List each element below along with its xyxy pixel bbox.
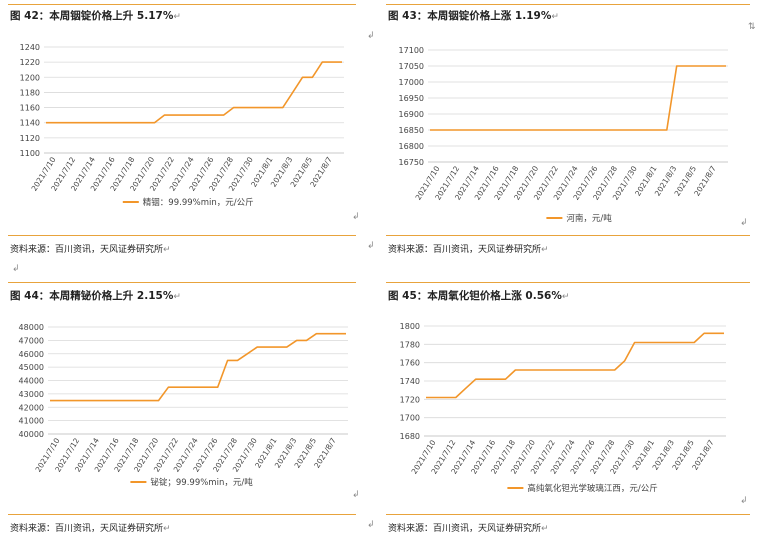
- fig45-source-text: 资料来源：百川资讯，天风证券研究所: [388, 524, 542, 534]
- fig42-source-text: 资料来源：百川资讯，天风证券研究所: [10, 245, 164, 255]
- y-tick-label: 48000: [19, 323, 44, 332]
- fig45-title-text: 图 45：本周氧化钽价格上涨 0.56%: [388, 290, 562, 302]
- y-tick-label: 16950: [399, 94, 424, 103]
- y-tick-label: 1700: [400, 414, 420, 423]
- fig45-title-return: ↵: [561, 292, 570, 302]
- y-tick-label: 1140: [20, 119, 40, 128]
- fig43-bottom-rule: [386, 235, 750, 236]
- fig45-source: 资料来源：百川资讯，天风证券研究所↵: [388, 521, 549, 534]
- fig42-chart: 1100 1120 1140 1160 1180 1200 1220 1240 2021/7/1…: [8, 22, 358, 227]
- fig45-side-newline-mark: ↲: [367, 520, 375, 530]
- fig43-side-newline-mark: ↲: [367, 31, 375, 41]
- fig43-source-text: 资料来源：百川资讯，天风证券研究所: [388, 245, 542, 255]
- fig42-source-return: ↵: [163, 245, 171, 255]
- fig42-title-text: 图 42：本周铟锭价格上升 5.17%: [10, 10, 174, 22]
- legend-label: 河南，元/吨: [566, 213, 612, 224]
- y-tick-label: 1160: [20, 104, 40, 113]
- y-tick-label: 1120: [20, 134, 40, 143]
- fig44-title-return: ↵: [173, 292, 181, 302]
- y-tick-label: 17050: [399, 62, 424, 71]
- y-tick-label: 47000: [19, 336, 44, 345]
- fig45-source-return: ↵: [541, 524, 549, 534]
- legend-label: 精铟：99.99%min，元/公斤: [143, 197, 254, 208]
- y-tick-label: 17000: [399, 78, 424, 87]
- legend-label: 铋锭；99.99%min，元/吨: [150, 477, 253, 488]
- fig43-title: 图 43：本周铟锭价格上涨 1.19%↵: [388, 8, 559, 23]
- fig44-chart-svg: 40000 41000 42000 43000 44000 45000 46000 47000…: [19, 323, 348, 488]
- y-tick-label: 16800: [399, 142, 424, 151]
- y-tick-label: 42000: [19, 403, 44, 412]
- series-line: [50, 332, 346, 402]
- fig43-title-text: 图 43：本周铟锭价格上涨 1.19%: [388, 10, 552, 22]
- fig42-newline-mark: ↲: [352, 212, 360, 222]
- fig43-chart-svg: 16750 16800 16850 16900 16950 17000 17050 17100…: [399, 46, 728, 224]
- fig44-title-text: 图 44：本周精铋价格上升 2.15%: [10, 290, 174, 302]
- fig44-chart: 40000 41000 42000 43000 44000 45000 46000 47000…: [8, 304, 358, 499]
- y-tick-label: 1780: [400, 340, 420, 349]
- y-tick-label: 44000: [19, 377, 44, 386]
- fig44-bottom-rule: [8, 514, 356, 515]
- y-tick-label: 40000: [19, 430, 44, 439]
- y-tick-label: 17100: [399, 46, 424, 55]
- fig44-source: 资料来源：百川资讯，天风证券研究所↵: [10, 521, 171, 534]
- y-tick-label: 1740: [400, 377, 420, 386]
- fig42-title-return: ↵: [173, 12, 181, 22]
- y-tick-label: 45000: [19, 363, 44, 372]
- series-line: [46, 61, 342, 124]
- y-tick-label: 43000: [19, 390, 44, 399]
- fig42-chart-svg: 110011201140116011801200122012402021/7/1…: [20, 43, 344, 208]
- fig43-side-newline-mark-2: ↲: [367, 241, 375, 251]
- y-tick-label: 1800: [400, 322, 420, 331]
- fig43-source-return: ↵: [541, 245, 549, 255]
- y-tick-label: 1200: [20, 73, 40, 82]
- fig42-bottom-rule: [8, 235, 356, 236]
- fig43-newline-mark: ↲: [740, 218, 748, 228]
- series-line: [426, 332, 724, 399]
- fig43-title-return: ↵: [551, 12, 559, 22]
- y-tick-label: 46000: [19, 350, 44, 359]
- y-tick-label: 1680: [400, 432, 420, 441]
- fig45-newline-mark: ↲: [740, 496, 748, 506]
- fig42-title: 图 42：本周铟锭价格上升 5.17%↵: [10, 8, 181, 23]
- y-tick-label: 16850: [399, 126, 424, 135]
- y-tick-label: 1240: [20, 43, 40, 52]
- y-tick-label: 1720: [400, 395, 420, 404]
- fig44-title: 图 44：本周精铋价格上升 2.15%↵: [10, 288, 181, 303]
- fig45-title: 图 45：本周氧化钽价格上涨 0.56%↵: [388, 288, 569, 303]
- y-tick-label: 1180: [20, 88, 40, 97]
- y-tick-label: 1760: [400, 359, 420, 368]
- fig44-newline-mark: ↲: [352, 490, 360, 500]
- fig44-top-rule: [8, 282, 356, 283]
- y-tick-label: 1100: [20, 149, 40, 158]
- fig42-top-rule: [8, 4, 356, 5]
- fig44-source-return: ↵: [163, 524, 171, 534]
- fig45-bottom-rule: [386, 514, 750, 515]
- y-tick-label: 1220: [20, 58, 40, 67]
- legend-label: 高纯氧化钽光学玻璃江西，元/公斤: [527, 483, 657, 494]
- fig43-chart: 16750 16800 16850 16900 16950 17000 17050 17100…: [382, 30, 746, 230]
- y-tick-label: 16900: [399, 110, 424, 119]
- fig45-chart-svg: 16801700172017401760178018002021/7/10202…: [400, 322, 726, 494]
- fig43-top-rule: [386, 4, 750, 5]
- fig44-source-text: 资料来源：百川资讯，天风证券研究所: [10, 524, 164, 534]
- fig43-crossref-mark: ⇅: [748, 22, 756, 32]
- fig43-source: 资料来源：百川资讯，天风证券研究所↵: [388, 242, 549, 255]
- fig45-chart: 1680 1700 1720 1740 1760 1780 1800 2021/7/10 202…: [382, 308, 746, 506]
- fig42-source: 资料来源：百川资讯，天风证券研究所↵: [10, 242, 171, 255]
- y-tick-label: 16750: [399, 158, 424, 167]
- fig45-top-rule: [386, 282, 750, 283]
- paragraph-newline-mark: ↲: [12, 264, 20, 274]
- y-tick-label: 41000: [19, 417, 44, 426]
